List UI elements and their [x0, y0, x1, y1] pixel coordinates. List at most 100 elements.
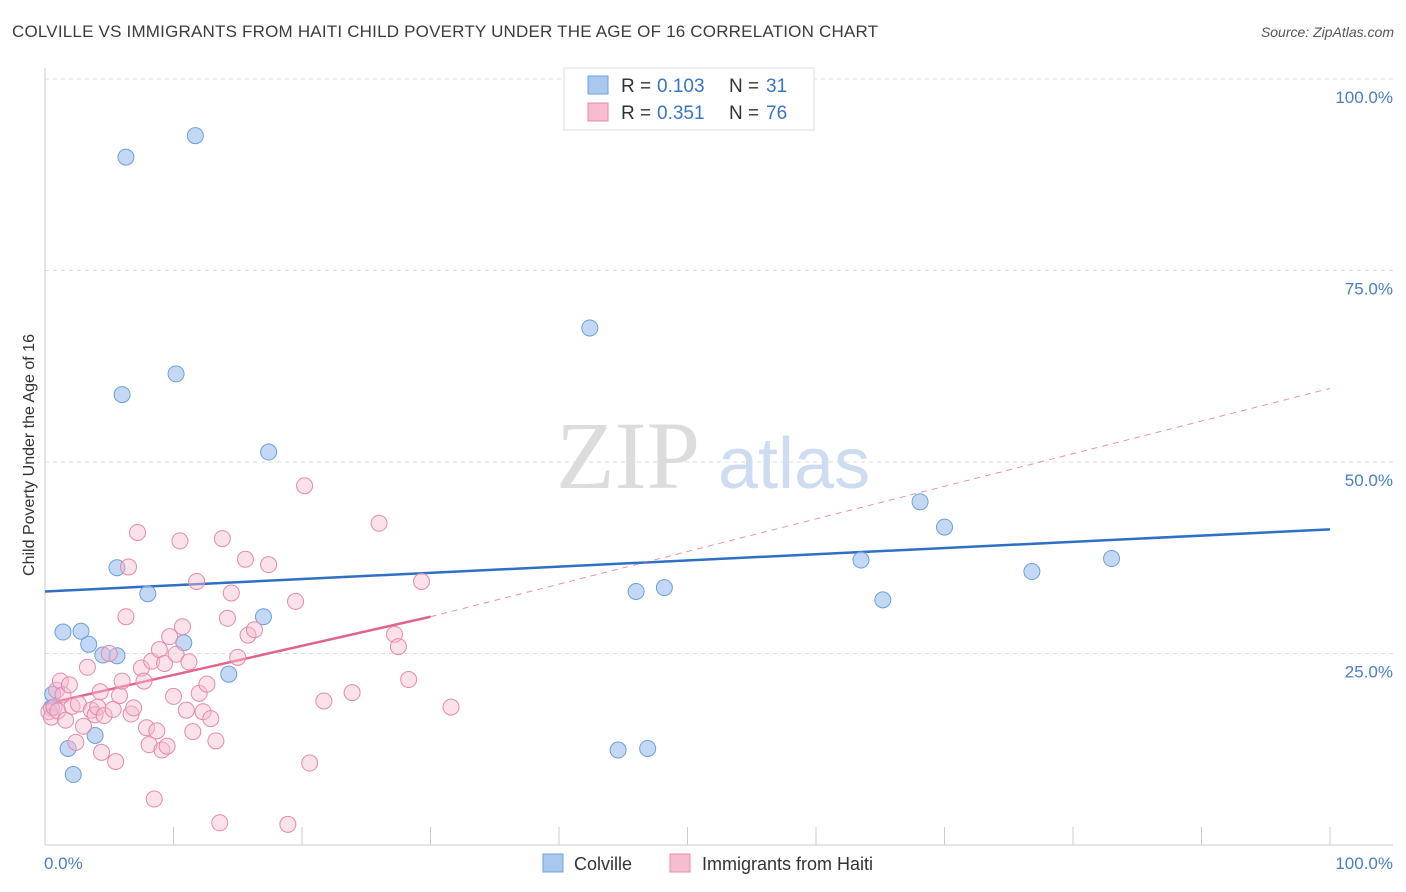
point-colville: [609, 741, 627, 759]
point-haiti: [188, 572, 206, 590]
point-colville: [139, 585, 157, 603]
point-colville: [220, 665, 238, 683]
point-haiti: [213, 530, 231, 548]
point-haiti: [236, 550, 254, 568]
x-tick-label-min: 0.0%: [44, 854, 83, 873]
point-haiti: [148, 722, 166, 740]
point-haiti: [211, 814, 229, 832]
point-haiti: [442, 698, 460, 716]
point-haiti: [229, 648, 247, 666]
point-haiti: [104, 700, 122, 718]
y-tick-labels: 25.0% 50.0% 75.0% 100.0%: [1335, 88, 1393, 682]
point-haiti: [138, 719, 156, 737]
y-tick-label: 25.0%: [1345, 663, 1393, 682]
point-haiti: [207, 732, 225, 750]
legend-n-label-haiti: N =: [729, 103, 759, 124]
point-haiti: [140, 736, 158, 754]
trend-line-0: [44, 528, 1331, 593]
point-haiti: [156, 654, 174, 672]
legend-n-value-haiti: 76: [766, 103, 787, 124]
point-haiti: [218, 609, 236, 627]
point-haiti: [198, 675, 216, 693]
point-haiti: [100, 645, 118, 662]
point-haiti: [57, 711, 75, 729]
point-haiti: [145, 790, 163, 808]
watermark-atlas: atlas: [718, 424, 870, 504]
point-haiti: [177, 701, 195, 719]
y-axis-label: Child Poverty Under the Age of 16: [21, 334, 38, 576]
bottom-legend-swatch-haiti: [669, 853, 691, 873]
point-colville: [64, 766, 82, 784]
point-haiti: [63, 697, 81, 715]
point-colville: [655, 579, 673, 597]
point-haiti: [180, 653, 198, 671]
point-haiti: [95, 707, 113, 725]
point-colville: [186, 127, 204, 145]
point-colville: [639, 739, 657, 757]
point-haiti: [245, 621, 263, 639]
point-haiti: [129, 523, 147, 541]
y-tick-label: 75.0%: [1345, 280, 1393, 299]
chart-source: Source: ZipAtlas.com: [1260, 24, 1394, 40]
point-haiti: [135, 672, 153, 690]
legend-swatch-colville: [587, 75, 609, 95]
point-haiti: [389, 638, 407, 656]
point-haiti: [54, 686, 72, 704]
bottom-legend-swatch-colville: [542, 853, 564, 873]
point-haiti: [78, 658, 96, 676]
point-haiti: [370, 514, 388, 532]
chart-title: COLVILLE VS IMMIGRANTS FROM HAITI CHILD …: [12, 22, 879, 41]
legend-r-label-colville: R =: [621, 76, 651, 97]
point-haiti: [165, 687, 182, 705]
point-colville: [254, 608, 272, 626]
bottom-legend-colville: Colville: [574, 854, 632, 874]
point-haiti: [93, 743, 111, 761]
point-haiti: [120, 558, 138, 576]
point-haiti: [173, 618, 191, 636]
point-colville: [911, 493, 929, 511]
legend-swatch-haiti: [587, 102, 609, 122]
point-colville: [627, 582, 645, 600]
point-haiti: [184, 723, 202, 741]
point-colville: [117, 148, 135, 166]
point-haiti: [171, 532, 189, 550]
point-colville: [874, 591, 892, 609]
legend-n-value-colville: 31: [766, 76, 787, 97]
point-haiti: [75, 717, 93, 735]
point-colville: [260, 443, 278, 461]
point-colville: [1023, 563, 1041, 581]
point-colville: [54, 623, 72, 641]
legend-bottom: Colville Immigrants from Haiti: [542, 853, 873, 874]
point-haiti: [117, 608, 135, 626]
trend-line-1: [44, 615, 431, 706]
point-colville: [581, 319, 599, 337]
point-haiti: [158, 737, 176, 755]
legend-r-value-haiti: 0.351: [657, 103, 705, 124]
legend-top: R = 0.103 N = 31 R = 0.351 N = 76: [563, 67, 815, 131]
point-haiti: [400, 671, 418, 689]
point-colville: [852, 551, 870, 569]
watermark-zip: ZIP: [556, 402, 700, 509]
trend-line-dashed-1: [430, 387, 1331, 618]
legend-r-label-haiti: R =: [621, 103, 651, 124]
point-haiti: [202, 710, 220, 728]
point-haiti: [260, 556, 278, 574]
point-haiti: [132, 659, 150, 677]
point-haiti: [279, 815, 297, 833]
point-haiti: [167, 645, 185, 663]
axes: [44, 68, 1393, 846]
y-tick-label: 100.0%: [1335, 88, 1393, 107]
point-haiti: [42, 708, 60, 726]
point-colville: [86, 726, 104, 744]
point-haiti: [91, 683, 109, 701]
point-haiti: [343, 684, 361, 702]
trend-lines: [44, 387, 1331, 706]
point-haiti: [51, 672, 69, 690]
point-haiti: [107, 753, 125, 771]
legend-n-label-colville: N =: [729, 76, 759, 97]
point-colville: [167, 365, 185, 383]
point-haiti: [60, 676, 78, 694]
x-tick-label-max: 100.0%: [1335, 854, 1393, 873]
point-colville: [1103, 550, 1121, 568]
